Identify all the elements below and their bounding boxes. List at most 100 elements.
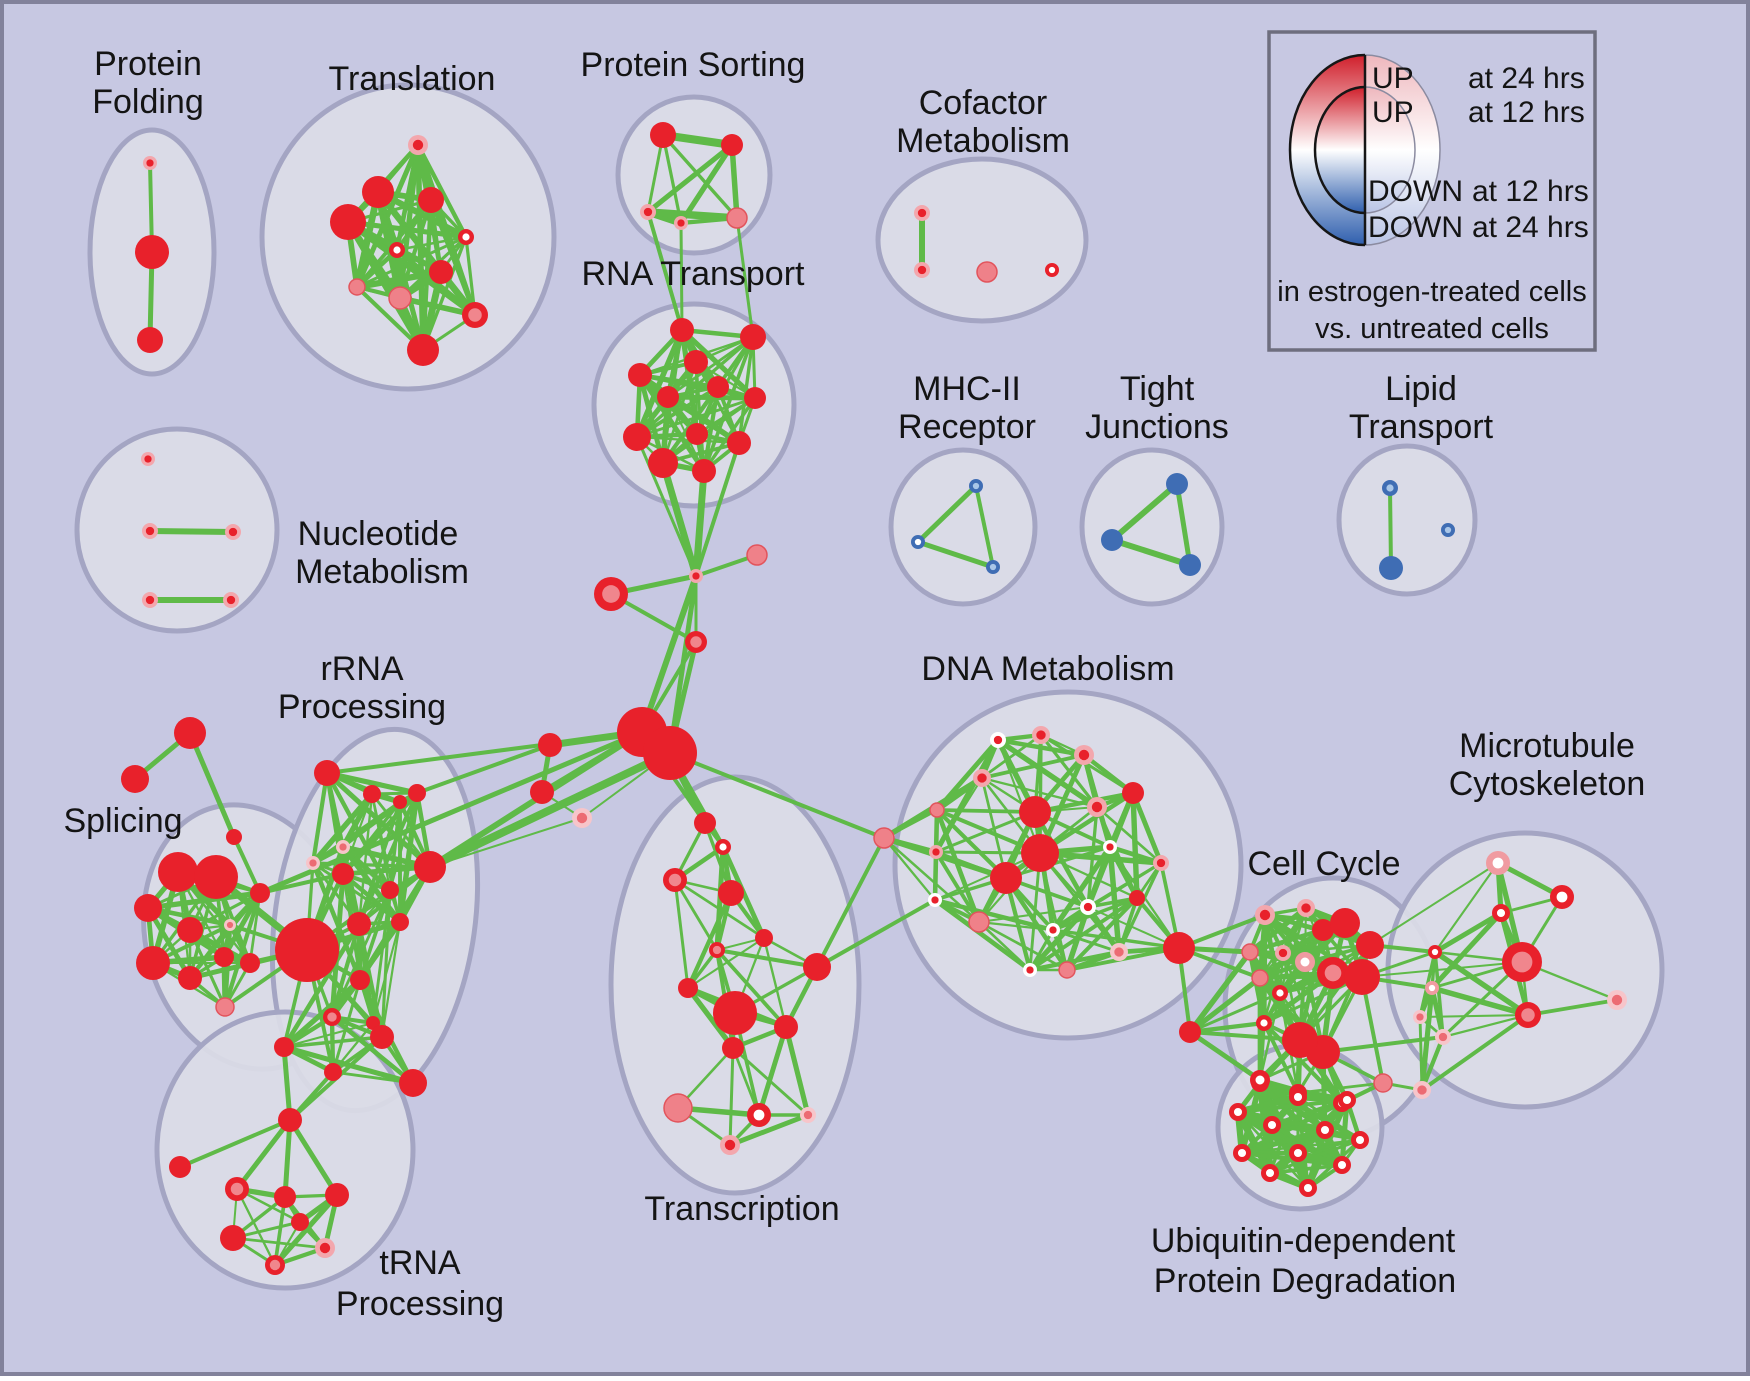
node	[720, 1135, 740, 1155]
cluster-label-ub: Ubiquitin-dependent	[1151, 1222, 1456, 1260]
node	[740, 324, 766, 350]
edge	[714, 947, 820, 970]
edge	[977, 905, 1090, 924]
node	[177, 917, 203, 943]
legend-direction-label: DOWN	[1368, 211, 1463, 244]
edge	[882, 836, 937, 902]
edge	[1188, 991, 1282, 1034]
edge	[756, 1024, 789, 1118]
node	[1032, 726, 1050, 744]
node	[1023, 963, 1037, 977]
node	[746, 1103, 771, 1128]
edge	[645, 142, 735, 215]
node	[1330, 908, 1360, 938]
node	[362, 176, 394, 208]
node	[1344, 959, 1380, 995]
edge	[1117, 861, 1163, 954]
node	[347, 912, 371, 936]
legend-outer-left-arc	[1288, 53, 1366, 247]
edge	[933, 850, 938, 902]
cluster-label-mc: Microtubule	[1459, 727, 1635, 765]
node	[1413, 1010, 1427, 1024]
edge	[380, 888, 392, 1039]
node	[628, 363, 652, 387]
edge	[1028, 928, 1055, 972]
legend-inner-left-arc	[1313, 85, 1366, 215]
node	[1271, 985, 1288, 1002]
node	[336, 840, 350, 854]
edge	[678, 142, 735, 226]
edge	[1268, 1163, 1344, 1175]
edge	[1187, 949, 1253, 1035]
node	[158, 852, 198, 892]
node	[332, 863, 354, 885]
edge	[977, 920, 1055, 932]
cluster-label-pf: Folding	[92, 83, 204, 121]
node	[1332, 1155, 1351, 1174]
node	[670, 318, 694, 342]
node	[314, 760, 340, 786]
edge	[1361, 961, 1523, 978]
node	[1080, 899, 1096, 915]
node	[648, 448, 678, 478]
node	[623, 423, 651, 451]
node	[214, 947, 234, 967]
node	[1515, 1002, 1541, 1028]
cluster-label-cc: Cell Cycle	[1247, 845, 1400, 883]
edge	[354, 247, 400, 290]
node	[643, 726, 697, 780]
node	[914, 205, 930, 221]
edge	[932, 897, 1056, 933]
node	[1110, 943, 1128, 961]
node	[1297, 899, 1315, 917]
edge	[1429, 985, 1531, 1018]
edge	[1419, 1034, 1446, 1093]
edge	[258, 872, 345, 895]
node	[1129, 890, 1145, 906]
node	[650, 122, 676, 148]
edge	[996, 738, 1042, 855]
node	[530, 780, 554, 804]
edge	[415, 142, 469, 240]
node	[407, 334, 439, 366]
cluster-label-tc: Transcription	[644, 1190, 839, 1228]
node	[121, 765, 149, 793]
edge	[257, 729, 645, 896]
edge	[679, 221, 684, 332]
edge	[1236, 1098, 1349, 1114]
cluster-label-tn: tRNA	[379, 1244, 461, 1282]
node	[306, 856, 320, 870]
node	[1425, 980, 1440, 995]
nodes	[121, 122, 1627, 1275]
cluster-label-mc: Cytoskeleton	[1449, 765, 1646, 803]
node	[1255, 905, 1275, 925]
edge	[1032, 790, 1136, 815]
edge	[357, 792, 374, 926]
cluster-label-mh: Receptor	[898, 408, 1036, 446]
node	[458, 228, 475, 245]
node	[1350, 1130, 1369, 1149]
node	[1491, 903, 1510, 922]
node	[141, 452, 155, 466]
node	[137, 327, 163, 353]
node	[689, 569, 703, 583]
node	[803, 953, 831, 981]
edge	[1109, 537, 1193, 568]
node	[1262, 1115, 1281, 1134]
node	[1166, 473, 1188, 495]
node	[1250, 1070, 1270, 1090]
cluster-label-tr: Translation	[329, 60, 496, 98]
node	[429, 260, 453, 284]
node	[755, 929, 773, 947]
node	[408, 784, 426, 802]
edge	[934, 852, 1041, 901]
node	[721, 134, 743, 156]
node	[388, 286, 412, 310]
node	[707, 376, 729, 398]
edge	[644, 208, 741, 222]
edge	[685, 985, 736, 1051]
edge	[661, 133, 683, 225]
node	[685, 631, 707, 653]
node	[224, 919, 236, 931]
